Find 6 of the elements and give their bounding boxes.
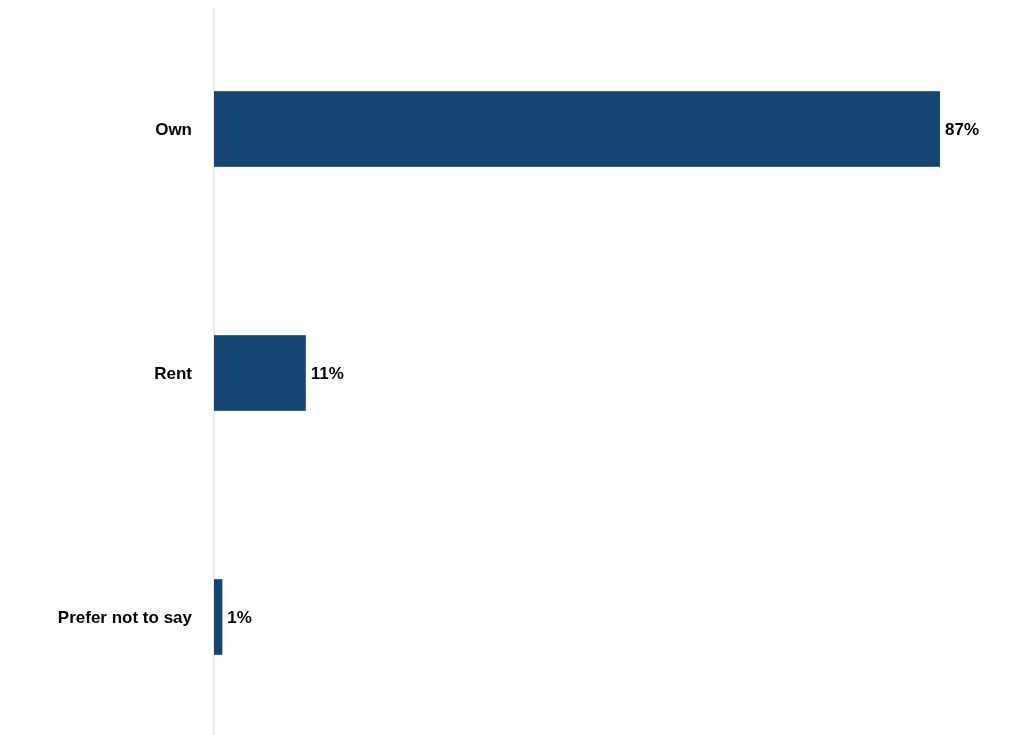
y-tick-label: Rent (154, 363, 193, 383)
y-tick-label: Own (155, 119, 192, 139)
data-label: 1% (227, 607, 252, 627)
data-label: 87% (945, 119, 980, 139)
data-label: 11% (310, 363, 344, 383)
y-tick-label: Prefer not to say (57, 607, 193, 627)
